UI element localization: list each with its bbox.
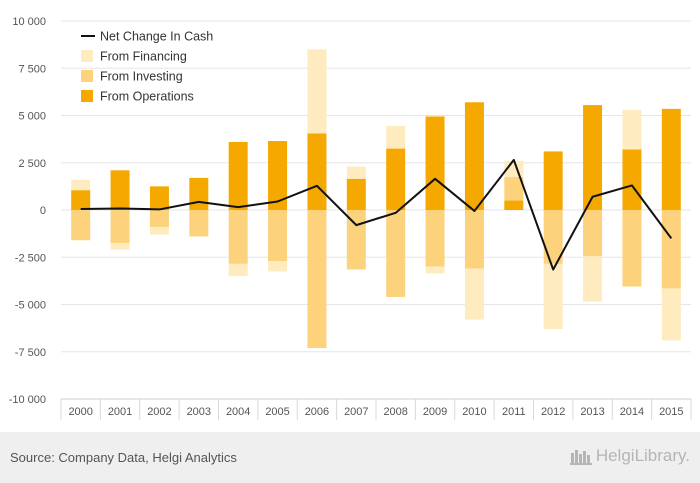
bar-from-investing — [543, 210, 563, 264]
bar-from-investing — [71, 210, 91, 241]
bar-from-operations — [543, 151, 563, 210]
legend-label: Net Change In Cash — [100, 30, 213, 44]
legend-swatch — [81, 70, 93, 82]
legend: Net Change In Cash From Financing From Inv… — [81, 30, 213, 104]
x-tick-label: 2003 — [187, 406, 211, 418]
source-note: Source: Company Data, Helgi Analytics — [10, 450, 237, 465]
bar-from-financing — [464, 268, 484, 320]
bar-from-operations — [425, 116, 445, 210]
bar-from-operations — [228, 141, 248, 210]
x-tick-label: 2007 — [344, 406, 368, 418]
bar-from-operations — [504, 200, 524, 210]
grid-lines — [60, 20, 692, 420]
x-tick-label: 2014 — [620, 406, 644, 418]
y-tick-label: 10 000 — [12, 16, 46, 28]
x-tick-label: 2005 — [265, 406, 289, 418]
y-tick-label: -10 000 — [9, 394, 46, 406]
bars — [71, 49, 681, 348]
bar-from-investing — [346, 210, 366, 270]
x-tick-label: 2006 — [305, 406, 329, 418]
bar-from-operations — [149, 186, 169, 210]
bar-from-operations — [307, 133, 327, 210]
bar-from-financing — [346, 166, 366, 179]
bar-from-operations — [464, 102, 484, 210]
brand-logo: HelgiLibrary. — [569, 446, 690, 466]
x-tick-label: 2011 — [502, 406, 526, 418]
bar-from-financing — [622, 109, 642, 150]
y-tick-label: 7 500 — [18, 63, 46, 75]
bar-from-financing — [386, 125, 406, 149]
bar-from-operations — [622, 149, 642, 210]
bar-from-operations — [71, 190, 91, 210]
x-axis-labels: 2000 2001 2002 2003 2004 2005 2006 2007 2008 2009… — [68, 406, 683, 418]
bar-from-operations — [386, 148, 406, 210]
legend-label: From Operations — [100, 90, 194, 104]
x-tick-label: 2013 — [580, 406, 604, 418]
x-tick-label: 2008 — [383, 406, 407, 418]
net-change-line — [80, 158, 673, 271]
bar-from-investing — [583, 210, 603, 257]
y-tick-label: -5 000 — [15, 300, 46, 312]
bar-from-investing — [189, 210, 209, 237]
bar-from-investing — [307, 210, 327, 348]
bar-from-investing — [622, 210, 642, 287]
bar-from-operations — [189, 177, 209, 210]
bar-from-financing — [110, 243, 130, 250]
bar-from-operations — [268, 141, 288, 210]
bar-from-financing — [583, 256, 603, 302]
bar-from-investing — [268, 210, 288, 262]
bar-from-operations — [583, 105, 603, 210]
bar-from-financing — [543, 263, 563, 330]
bar-from-operations — [110, 170, 130, 210]
bar-from-investing — [464, 210, 484, 269]
library-icon — [569, 450, 592, 465]
legend-label: From Financing — [100, 50, 187, 64]
cash-flow-chart: 10 000 7 500 5 000 2 500 0 -2 500 -5 000 -7 500… — [9, 16, 692, 420]
x-tick-label: 2001 — [108, 406, 132, 418]
bar-from-financing — [307, 49, 327, 134]
y-tick-label: -2 500 — [15, 252, 46, 264]
legend-label: From Investing — [100, 70, 183, 84]
bar-from-investing — [425, 210, 445, 267]
y-tick-label: -7 500 — [15, 347, 46, 359]
bar-from-investing — [110, 210, 130, 244]
y-tick-label: 5 000 — [18, 111, 46, 123]
bar-from-investing — [149, 210, 169, 228]
footer: Source: Company Data, Helgi Analytics He… — [0, 432, 700, 483]
net-change-line-group — [80, 158, 673, 271]
bar-from-investing — [504, 176, 524, 201]
x-tick-label: 2015 — [659, 406, 683, 418]
y-axis-labels: 10 000 7 500 5 000 2 500 0 -2 500 -5 000 -7 500… — [9, 16, 46, 406]
x-tick-label: 2009 — [423, 406, 447, 418]
y-tick-label: 2 500 — [18, 158, 46, 170]
bar-from-financing — [661, 288, 681, 341]
x-tick-label: 2000 — [68, 406, 92, 418]
bar-from-financing — [149, 227, 169, 235]
bar-from-investing — [228, 210, 248, 264]
legend-swatch — [81, 50, 93, 62]
brand-text: HelgiLibrary. — [595, 446, 690, 465]
x-tick-label: 2004 — [226, 406, 250, 418]
x-tick-label: 2010 — [462, 406, 486, 418]
x-tick-label: 2012 — [541, 406, 565, 418]
legend-swatch — [81, 90, 93, 102]
bar-from-investing — [386, 210, 406, 297]
x-tick-label: 2002 — [147, 406, 171, 418]
bar-from-financing — [71, 179, 91, 191]
bar-from-financing — [268, 261, 288, 272]
bar-from-financing — [228, 263, 248, 277]
y-tick-label: 0 — [40, 205, 46, 217]
bar-from-financing — [425, 266, 445, 274]
bar-from-operations — [661, 108, 681, 210]
bar-from-operations — [346, 178, 366, 210]
bar-from-investing — [661, 210, 681, 289]
